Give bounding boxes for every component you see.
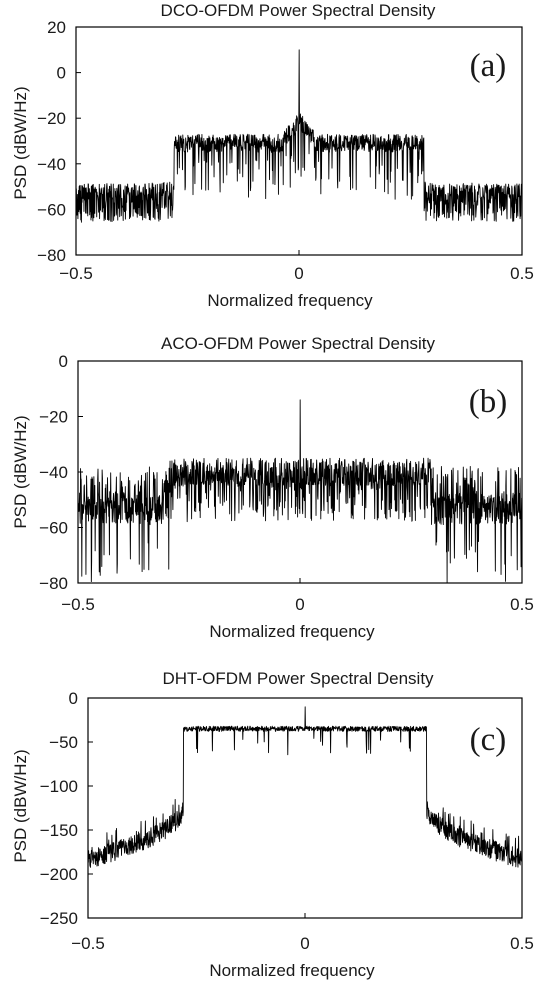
y-tick-label: 0 <box>59 352 68 371</box>
y-tick-label: −20 <box>39 408 68 427</box>
y-tick-label: −20 <box>37 109 66 128</box>
x-tick-label: 0 <box>295 595 304 614</box>
x-axis-label: Normalized frequency <box>207 291 373 310</box>
y-tick-label: −60 <box>37 200 66 219</box>
x-tick-label: 0 <box>294 264 303 283</box>
chart-title: ACO-OFDM Power Spectral Density <box>161 334 435 353</box>
panel-b: ACO-OFDM Power Spectral Density (b) PSD … <box>11 334 534 641</box>
panel-label: (a) <box>470 48 507 84</box>
y-tick-label: −200 <box>40 865 78 884</box>
psd-trace <box>75 49 523 223</box>
y-tick-label: 0 <box>57 64 66 83</box>
x-tick-label: −0.5 <box>59 264 93 283</box>
x-tick-label: 0.5 <box>510 264 534 283</box>
x-tick-label: 0 <box>300 934 309 953</box>
y-tick-label: −250 <box>40 909 78 928</box>
axes-frame <box>87 697 523 919</box>
y-axis-label: PSD (dBW/Hz) <box>11 86 30 199</box>
axes-frame <box>77 360 523 584</box>
y-tick-label: −80 <box>37 246 66 265</box>
y-tick-label: −60 <box>39 519 68 538</box>
x-tick-label: −0.5 <box>71 934 105 953</box>
chart-title: DHT-OFDM Power Spectral Density <box>162 669 434 688</box>
axis-ticks: 0 −50 −100 −150 −200 −250 −0.5 0 0.5 <box>40 689 534 953</box>
chart-title: DCO-OFDM Power Spectral Density <box>161 1 436 20</box>
x-axis-label: Normalized frequency <box>209 961 375 980</box>
y-axis-label: PSD (dBW/Hz) <box>11 749 30 862</box>
psd-trace <box>77 399 523 584</box>
y-tick-label: 0 <box>69 689 78 708</box>
y-axis-label: PSD (dBW/Hz) <box>11 415 30 528</box>
y-tick-label: −80 <box>39 574 68 593</box>
y-tick-label: −40 <box>37 155 66 174</box>
y-tick-label: −40 <box>39 463 68 482</box>
x-tick-label: 0.5 <box>510 595 534 614</box>
y-tick-label: −150 <box>40 821 78 840</box>
x-axis-label: Normalized frequency <box>209 622 375 641</box>
panel-a: DCO-OFDM Power Spectral Density (a) PSD … <box>11 1 534 310</box>
x-tick-label: 0.5 <box>510 934 534 953</box>
y-tick-label: −100 <box>40 777 78 796</box>
axis-ticks: 20 0 −20 −40 −60 −80−0.5 0 0.5 <box>37 18 534 283</box>
psd-trace <box>87 706 523 868</box>
y-tick-label: 20 <box>47 18 66 37</box>
panel-c: DHT-OFDM Power Spectral Density (c) PSD … <box>11 669 534 980</box>
x-tick-label: −0.5 <box>61 595 95 614</box>
panel-label: (c) <box>470 722 507 758</box>
axes-frame <box>75 26 523 256</box>
y-tick-label: −50 <box>49 733 78 752</box>
panel-label: (b) <box>469 384 507 420</box>
